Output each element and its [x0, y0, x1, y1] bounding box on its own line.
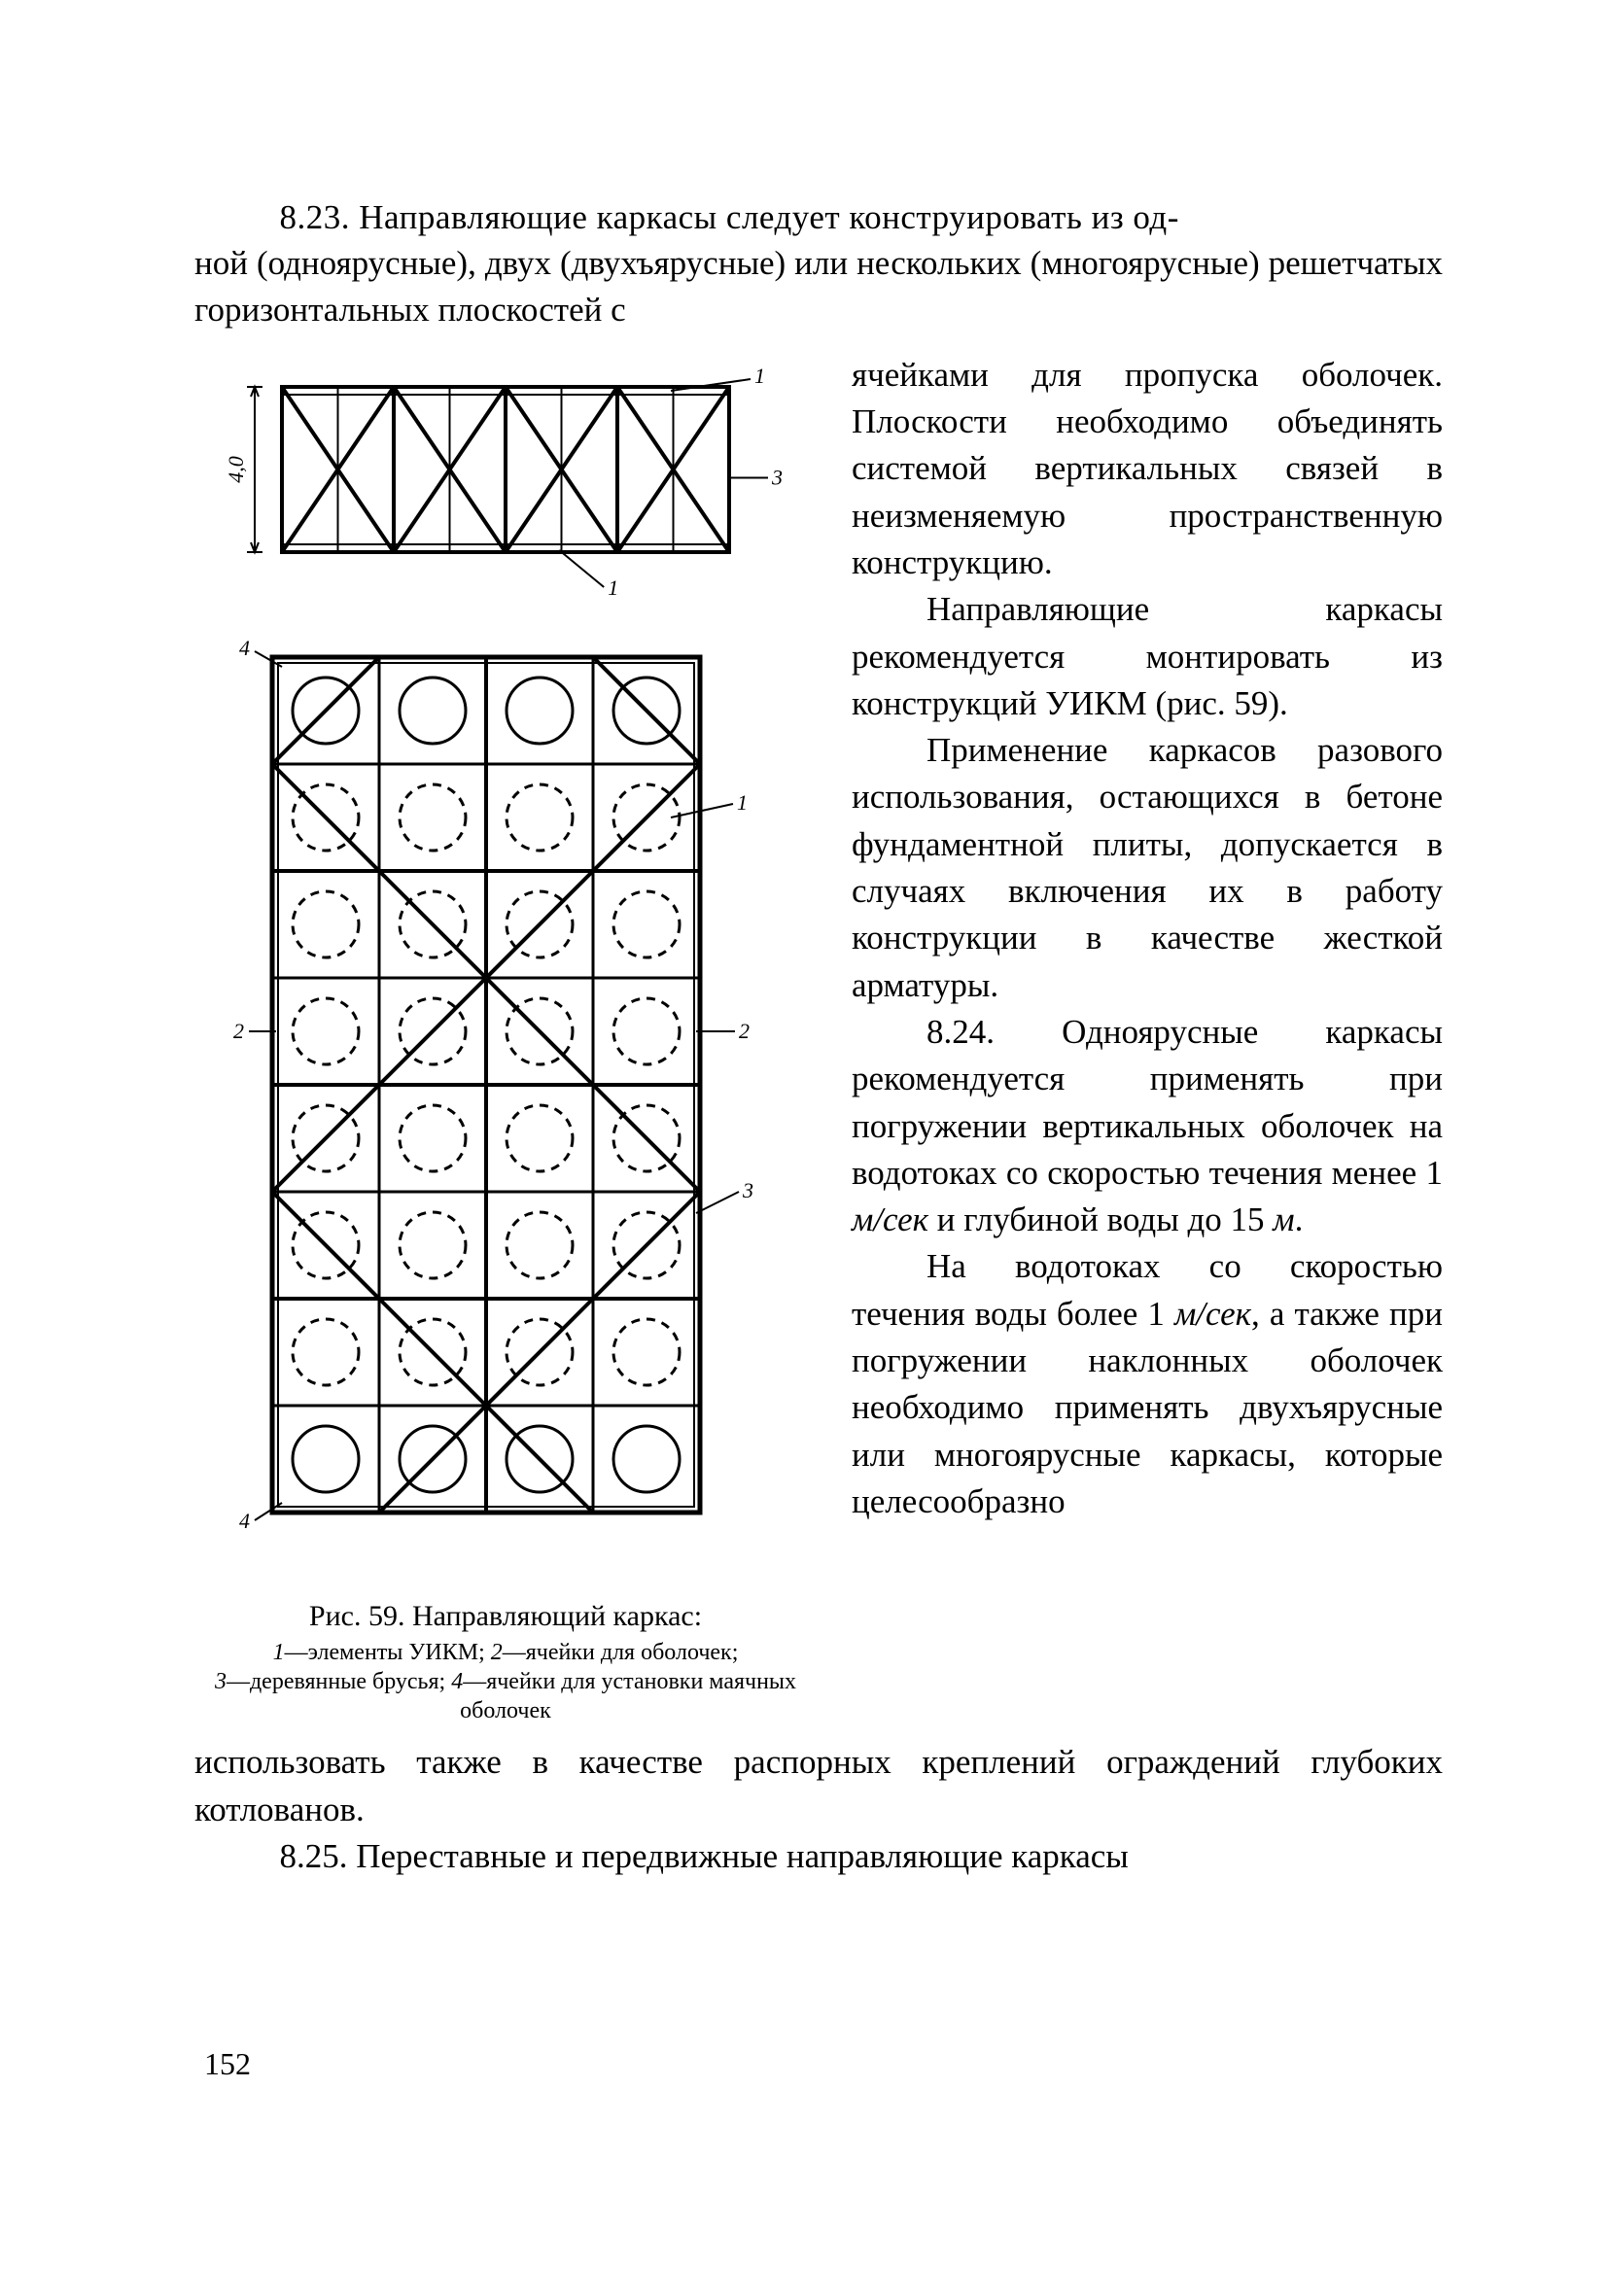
legend-text-4: —ячейки для установки маячных оболочек	[460, 1669, 796, 1723]
unit-m-1: м	[1273, 1200, 1294, 1238]
figure-caption: Рис. 59. Направляющий каркас:	[194, 1598, 817, 1635]
after-text: использовать также в качестве распорных …	[194, 1739, 1443, 1880]
paragraph-single-use: Применение каркасов разового использован…	[852, 727, 1443, 1009]
page: 8.23. Направляющие каркасы следует конст…	[0, 0, 1608, 2296]
svg-text:3: 3	[742, 1178, 753, 1202]
svg-text:1: 1	[737, 790, 748, 815]
intro-line-1: 8.23. Направляющие каркасы следует конст…	[194, 194, 1443, 240]
figure-elevation: 4,0 1 3 1	[204, 358, 807, 610]
svg-text:1: 1	[754, 364, 765, 388]
paragraph-flow: На водотоках со скоростью течения воды б…	[852, 1243, 1443, 1525]
p824-a: 8.24. Одноярусные каркасы рекомендуется …	[852, 1013, 1443, 1192]
legend-text-1: —элементы УИКМ;	[285, 1640, 491, 1665]
legend-text-2: —ячейки для оболочек;	[503, 1640, 739, 1665]
p824-e: .	[1295, 1200, 1304, 1238]
figure-column: 4,0 1 3 1 4 4 1 2 2 3 Рис. 59. Направляющий карк…	[194, 352, 817, 1726]
p824-c: и глубиной воды до 15	[928, 1200, 1273, 1238]
svg-text:4: 4	[239, 636, 250, 660]
intro-paragraph: 8.23. Направляющие каркасы следует конст…	[194, 194, 1443, 332]
legend-key-3: 3	[215, 1669, 227, 1694]
svg-text:4: 4	[239, 1509, 250, 1533]
text-column: ячейками для пропуска оболочек. Плоскост…	[852, 352, 1443, 1726]
legend-key-1: 1	[273, 1640, 285, 1665]
two-column-region: 4,0 1 3 1 4 4 1 2 2 3 Рис. 59. Направляющий карк…	[194, 352, 1443, 1726]
legend-key-2: 2	[491, 1640, 503, 1665]
legend-text-3: —деревянные брусья;	[227, 1669, 451, 1694]
legend-key-4: 4	[451, 1669, 463, 1694]
page-number: 152	[204, 2046, 251, 2082]
paragraph-8-23-cont: ячейками для пропуска оболочек. Плоскост…	[852, 352, 1443, 586]
paragraph-8-24: 8.24. Одноярусные каркасы рекомендуется …	[852, 1009, 1443, 1243]
svg-text:4,0: 4,0	[224, 456, 248, 483]
paragraph-after-1: использовать также в качестве распорных …	[194, 1739, 1443, 1833]
intro-line-2: ной (одноярусные), двух (двухъярусные) и…	[194, 240, 1443, 332]
unit-m-sec-1: м/сек	[852, 1200, 928, 1238]
paragraph-mount: Направляющие каркасы рекомендуется монти…	[852, 586, 1443, 727]
svg-text:3: 3	[771, 465, 783, 489]
figure-plan: 4 4 1 2 2 3	[204, 628, 807, 1581]
unit-m-sec-2: м/сек	[1174, 1295, 1251, 1333]
svg-text:2: 2	[233, 1019, 244, 1043]
svg-text:2: 2	[739, 1019, 750, 1043]
figure-caption-legend: 1—элементы УИКМ; 2—ячейки для оболочек; …	[194, 1638, 817, 1725]
svg-text:1: 1	[608, 575, 618, 600]
paragraph-8-25: 8.25. Переставные и передвижные направля…	[194, 1833, 1443, 1880]
